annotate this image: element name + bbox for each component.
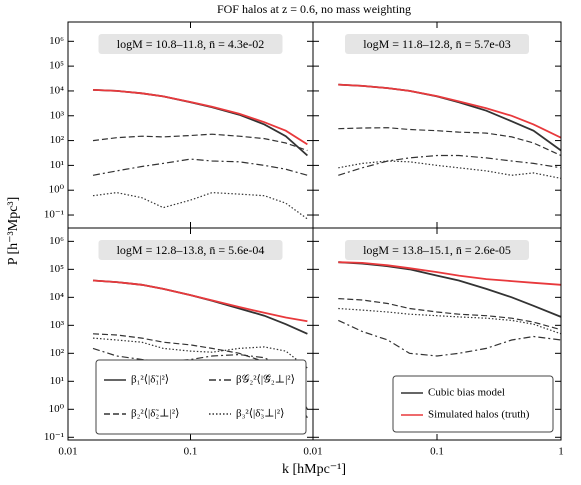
- y-tick-label: 10⁵: [49, 263, 64, 275]
- panel-frame: [312, 227, 562, 441]
- x-tick-label: 0.01: [58, 446, 77, 458]
- y-tick-label: 10⁰: [49, 403, 65, 415]
- chart-title: FOF halos at z = 0.6, no mass weighting: [217, 2, 411, 16]
- plot-lines: [92, 89, 308, 220]
- y-tick-label: 10²: [50, 134, 65, 146]
- series-line: [338, 298, 561, 331]
- legend-label: Simulated halos (truth): [428, 409, 530, 421]
- annotation-box: [345, 34, 529, 54]
- legend-label: Cubic bias model: [428, 387, 505, 399]
- x-tick-label: 1: [558, 446, 564, 458]
- annotation: logM = 10.8–11.8, n̄ = 4.3e-02: [117, 37, 264, 51]
- y-tick-label: 10¹: [50, 159, 64, 171]
- series-line: [92, 279, 308, 323]
- annotation: logM = 11.8–12.8, n̄ = 5.7e-03: [363, 37, 510, 51]
- x-tick-label: 0.01: [303, 446, 322, 458]
- legend-label: β₁²⟨|δ̃₁|²⟩: [131, 374, 169, 386]
- y-tick-label: 10⁻¹: [44, 209, 64, 221]
- x-tick-label: 0.1: [184, 446, 198, 458]
- annotation: logM = 13.8–15.1, n̄ = 2.6e-05: [363, 243, 511, 257]
- series-line: [338, 261, 561, 286]
- y-tick-label: 10⁴: [49, 84, 64, 96]
- series-line: [92, 191, 308, 220]
- y-axis-label: P [h⁻³Mpc³]: [6, 197, 21, 266]
- legend-label: β₂²⟨|δ̃₂⊥|²⟩: [131, 408, 179, 420]
- annotation-box: [98, 34, 283, 54]
- annotation: logM = 12.8–13.8, n̄ = 5.6e-04: [117, 243, 265, 257]
- y-tick-label: 10⁰: [49, 184, 65, 196]
- series-line: [92, 337, 308, 369]
- y-tick-label: 10³: [50, 109, 65, 121]
- y-tick-label: 10⁵: [49, 60, 64, 72]
- series-line: [92, 279, 308, 335]
- series-line: [338, 154, 561, 176]
- series-line: [338, 307, 561, 335]
- legend-label: β𝒢₂²⟨|𝒢̃₂⊥|²⟩: [236, 374, 295, 386]
- series-line: [92, 333, 308, 419]
- y-tick-label: 10²: [50, 347, 65, 359]
- series-line: [338, 127, 561, 157]
- y-tick-label: 10⁶: [49, 235, 64, 247]
- y-tick-label: 10⁶: [49, 35, 64, 47]
- annotation-box: [345, 240, 529, 260]
- y-tick-label: 10⁻¹: [44, 431, 64, 443]
- series-line: [92, 89, 308, 146]
- series-line: [92, 158, 308, 176]
- series-line: [338, 319, 561, 357]
- series-line: [338, 83, 561, 139]
- series-line: [92, 89, 308, 157]
- plot-lines: [338, 83, 561, 179]
- x-tick-label: 0.1: [430, 446, 444, 458]
- annotation-box: [98, 240, 283, 260]
- legend-box: [392, 375, 554, 433]
- y-tick-label: 10⁴: [49, 291, 64, 303]
- series-line: [338, 160, 561, 179]
- legend-box: [95, 359, 307, 435]
- legend-label: β₃²⟨|δ̃₃⊥|²⟩: [236, 408, 284, 420]
- y-tick-label: 10³: [50, 319, 65, 331]
- x-axis-label: k [hMpc⁻¹]: [282, 462, 346, 477]
- series-line: [338, 261, 561, 318]
- series-line: [338, 83, 561, 152]
- series-line: [92, 133, 308, 152]
- plot-lines: [338, 261, 561, 357]
- y-tick-label: 10¹: [50, 375, 64, 387]
